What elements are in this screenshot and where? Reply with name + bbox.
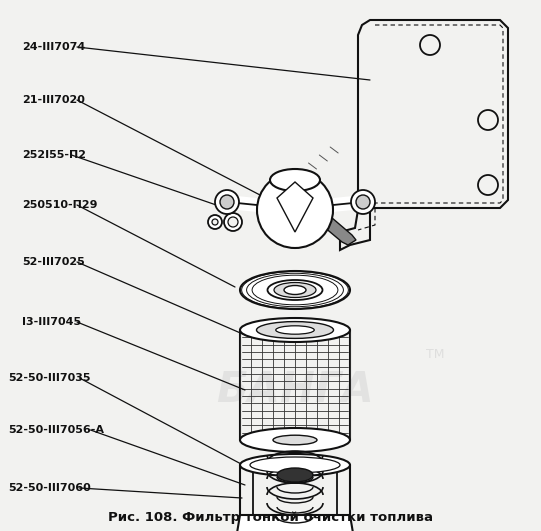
Ellipse shape <box>276 326 314 334</box>
Polygon shape <box>275 180 356 245</box>
Text: БАНГА: БАНГА <box>216 369 374 411</box>
Text: 24-ΙΙΙ7074: 24-ΙΙΙ7074 <box>22 42 85 52</box>
Ellipse shape <box>284 286 306 295</box>
Text: Ι3-ΙΙΙ7045: Ι3-ΙΙΙ7045 <box>22 317 81 327</box>
Ellipse shape <box>274 282 316 297</box>
Circle shape <box>351 190 375 214</box>
Circle shape <box>208 215 222 229</box>
Text: 250510-П29: 250510-П29 <box>22 200 97 210</box>
Polygon shape <box>235 515 355 531</box>
Circle shape <box>356 195 370 209</box>
Circle shape <box>212 219 218 225</box>
Ellipse shape <box>256 322 333 338</box>
Text: 52-50-ΙΙΙ7060: 52-50-ΙΙΙ7060 <box>8 483 91 493</box>
Circle shape <box>228 217 238 227</box>
Circle shape <box>220 195 234 209</box>
Ellipse shape <box>240 318 350 342</box>
Text: 52-50-ΙΙΙ7056-А: 52-50-ΙΙΙ7056-А <box>8 425 104 435</box>
Circle shape <box>257 172 333 248</box>
Ellipse shape <box>240 454 350 476</box>
Circle shape <box>478 175 498 195</box>
Ellipse shape <box>250 457 340 473</box>
Text: 52-50-ΙΙΙ7035: 52-50-ΙΙΙ7035 <box>8 373 90 383</box>
Circle shape <box>215 190 239 214</box>
Text: 252Ι55-П2: 252Ι55-П2 <box>22 150 86 160</box>
Ellipse shape <box>273 435 317 445</box>
Text: 52-ΙΙΙ7025: 52-ΙΙΙ7025 <box>22 257 85 267</box>
Ellipse shape <box>240 428 350 452</box>
Ellipse shape <box>277 468 313 482</box>
Circle shape <box>224 213 242 231</box>
Polygon shape <box>340 20 508 250</box>
Text: TM: TM <box>426 348 444 362</box>
Ellipse shape <box>267 280 322 300</box>
Circle shape <box>478 110 498 130</box>
Text: Рис. 108. Фильтр тонкой очистки топлива: Рис. 108. Фильтр тонкой очистки топлива <box>109 511 433 525</box>
Ellipse shape <box>270 169 320 191</box>
Text: 21-ΙΙΙ7020: 21-ΙΙΙ7020 <box>22 95 85 105</box>
Circle shape <box>420 35 440 55</box>
Ellipse shape <box>240 271 350 309</box>
Polygon shape <box>277 182 313 232</box>
